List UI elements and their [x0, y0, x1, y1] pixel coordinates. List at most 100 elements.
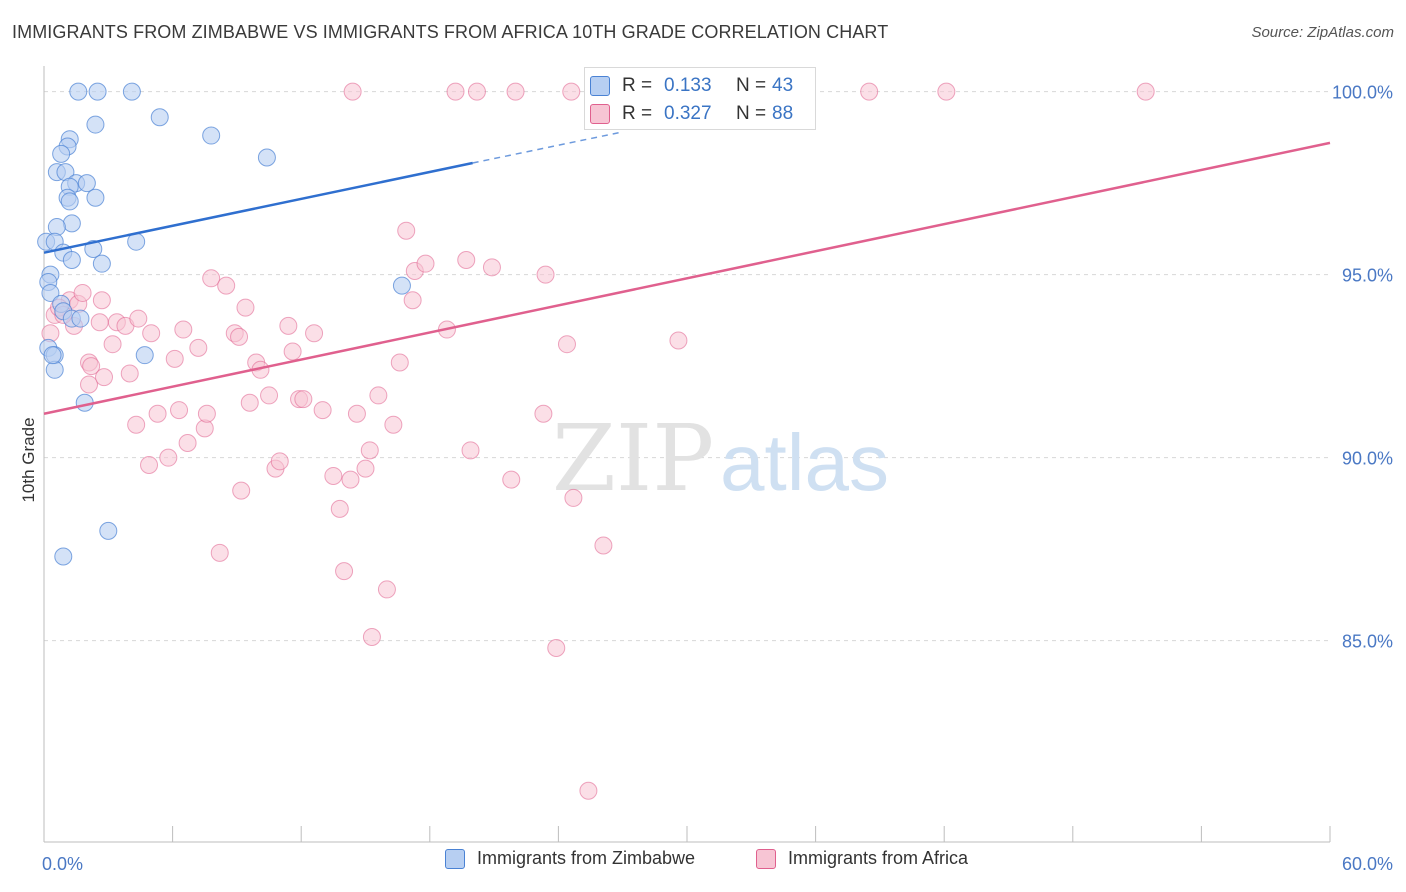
africa-point — [343, 82, 362, 101]
r-value-zimbabwe: 0.133 — [664, 75, 712, 96]
x-tick-label-max: 60.0% — [1342, 854, 1393, 874]
africa-point — [159, 448, 178, 467]
africa-point — [397, 221, 416, 240]
africa-point — [562, 82, 581, 101]
africa-point — [73, 283, 92, 302]
zimbabwe-point — [84, 240, 103, 259]
africa-point — [129, 309, 148, 328]
africa-point — [564, 488, 583, 507]
zimbabwe-point — [52, 144, 71, 163]
zimbabwe-point — [92, 254, 111, 273]
africa-point — [236, 298, 255, 317]
watermark: ZIP atlas — [552, 405, 889, 512]
zimbabwe-point — [135, 346, 154, 365]
trend-line-zimbabwe-extension — [472, 131, 623, 164]
africa-point — [170, 401, 189, 420]
africa-point — [217, 276, 236, 295]
zimbabwe-point — [43, 346, 62, 365]
zimbabwe-point — [54, 547, 73, 566]
africa-point — [210, 543, 229, 562]
n-label: N = — [736, 75, 767, 96]
zimbabwe-point — [150, 108, 169, 127]
africa-point — [148, 404, 167, 423]
africa-point — [197, 404, 216, 423]
africa-point — [279, 316, 298, 335]
africa-point — [294, 390, 313, 409]
trend-lines — [43, 131, 1331, 415]
watermark-atlas: atlas — [720, 418, 889, 507]
africa-point — [202, 269, 221, 288]
africa-point — [669, 331, 688, 350]
africa-point — [232, 481, 251, 500]
axes — [43, 66, 1331, 843]
zimbabwe-point — [202, 126, 221, 145]
africa-point — [165, 349, 184, 368]
africa-point — [120, 364, 139, 383]
stats-row-africa: R = 0.327 N = 88 — [585, 101, 793, 127]
africa-point — [502, 470, 521, 489]
zimbabwe-point — [392, 276, 411, 295]
legend-label-zimbabwe: Immigrants from Zimbabwe — [477, 848, 696, 868]
zimbabwe-point — [69, 82, 88, 101]
africa-point — [369, 386, 388, 405]
stats-swatch-africa — [590, 104, 610, 124]
africa-point — [140, 455, 159, 474]
africa-point — [230, 327, 249, 346]
africa-point — [594, 536, 613, 555]
zimbabwe-point — [41, 283, 60, 302]
stats-box: R = 0.133 N = 43 R = 0.327 N = 88 — [584, 67, 816, 130]
r-label: R = — [622, 103, 653, 124]
legend-swatch-zimbabwe — [445, 848, 465, 869]
africa-point — [313, 401, 332, 420]
africa-point — [90, 313, 109, 332]
africa-point — [937, 82, 956, 101]
africa-point — [547, 639, 566, 657]
africa-point — [240, 393, 259, 412]
africa-point — [270, 452, 289, 471]
zimbabwe-point — [62, 214, 81, 233]
zimbabwe-point — [86, 115, 105, 134]
africa-point — [457, 251, 476, 269]
africa-point — [347, 404, 366, 423]
legend: Immigrants from Zimbabwe Immigrants from… — [0, 848, 1406, 878]
y-tick-label: 90.0% — [1342, 449, 1393, 469]
n-label: N = — [736, 103, 767, 124]
africa-point — [260, 386, 279, 405]
stats-row-zimbabwe: R = 0.133 N = 43 — [585, 73, 793, 99]
zimbabwe-point — [99, 521, 118, 540]
zimbabwe-point — [86, 188, 105, 207]
stats-swatch-zimbabwe — [590, 76, 610, 96]
legend-item-africa[interactable]: Immigrants from Africa — [756, 848, 968, 869]
series-zimbabwe-points — [37, 82, 411, 566]
africa-point — [127, 415, 146, 434]
africa-point — [80, 375, 99, 394]
africa-point — [103, 335, 122, 354]
africa-point — [482, 258, 501, 277]
africa-point — [95, 368, 114, 387]
zimbabwe-point — [77, 174, 96, 193]
africa-point — [384, 415, 403, 434]
africa-point — [557, 335, 576, 354]
africa-point — [860, 82, 879, 101]
gridlines — [44, 91, 1330, 642]
legend-item-zimbabwe[interactable]: Immigrants from Zimbabwe — [445, 848, 695, 869]
zimbabwe-point — [257, 148, 276, 167]
y-tick-labels: 85.0% 90.0% 95.0% 100.0% — [1332, 83, 1393, 652]
africa-point — [362, 628, 381, 647]
trend-line-zimbabwe — [43, 161, 473, 254]
africa-point — [536, 265, 555, 284]
africa-point — [341, 470, 360, 489]
zimbabwe-point — [122, 82, 141, 101]
r-value-africa: 0.327 — [664, 103, 712, 124]
n-value-africa: 88 — [772, 103, 794, 124]
y-tick-label: 85.0% — [1342, 632, 1393, 652]
y-tick-label: 95.0% — [1342, 266, 1393, 286]
trend-line-africa — [43, 141, 1331, 415]
zimbabwe-point — [62, 251, 81, 269]
africa-point — [534, 404, 553, 423]
africa-point — [579, 781, 598, 800]
legend-swatch-africa — [756, 848, 776, 869]
africa-point — [189, 338, 208, 357]
africa-point — [416, 254, 435, 273]
